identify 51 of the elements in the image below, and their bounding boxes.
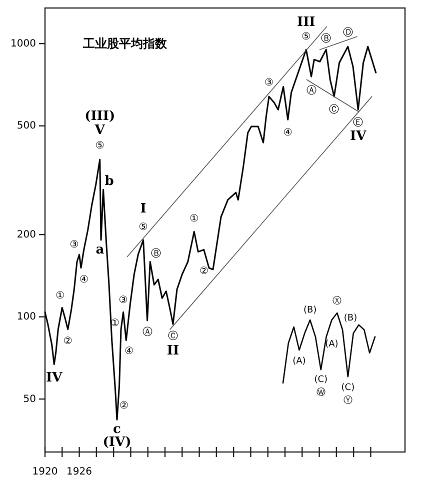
annotation: Ⓨ xyxy=(343,395,352,406)
annotation: a xyxy=(96,242,105,258)
annotation: II xyxy=(166,344,180,359)
y-tick-label: 1000 xyxy=(10,38,36,50)
annotation: Ⓐ xyxy=(142,326,152,338)
annotation: (A) xyxy=(292,356,306,367)
annotation: ⑤ xyxy=(138,222,148,233)
annotation: ② xyxy=(120,400,129,412)
annotation: ① xyxy=(110,318,120,330)
annotation: ③ xyxy=(70,239,79,250)
annotation: (C) xyxy=(341,383,355,394)
annotation: Ⓦ xyxy=(316,387,326,398)
annotation: V xyxy=(94,123,106,138)
annotation: I xyxy=(140,201,146,216)
annotation: ⑤ xyxy=(302,31,311,42)
annotation: (B) xyxy=(303,305,317,316)
annotation: ② xyxy=(200,266,209,278)
annotation: (III) xyxy=(84,109,116,124)
annotation: ⑤ xyxy=(95,140,104,152)
annotation: Ⓓ xyxy=(342,26,353,38)
annotation: ④ xyxy=(80,274,89,286)
x-tick-label: 1920 xyxy=(32,466,58,478)
annotation: Ⓑ xyxy=(321,32,332,44)
annotation: ① xyxy=(56,290,65,302)
annotation: ④ xyxy=(124,346,134,358)
annotation: c xyxy=(113,422,122,438)
x-tick-label: 1926 xyxy=(66,466,92,478)
y-tick-label: 50 xyxy=(23,394,36,405)
annotation: (C) xyxy=(314,375,328,386)
annotation: (B) xyxy=(344,313,358,324)
annotation: IV xyxy=(350,129,368,144)
annotation: ② xyxy=(63,336,72,348)
annotation: Ⓐ xyxy=(306,84,316,96)
annotation: (A) xyxy=(325,339,338,350)
annotation: ① xyxy=(190,213,199,224)
annotation: Ⓔ xyxy=(353,116,364,128)
annotation: IV xyxy=(46,370,64,386)
annotation: ③ xyxy=(264,77,274,88)
annotation: b xyxy=(104,174,114,190)
annotation: Ⓧ xyxy=(332,295,342,306)
annotation: Ⓒ xyxy=(329,103,340,116)
annotation: Ⓑ xyxy=(151,248,162,260)
y-tick-label: 100 xyxy=(16,312,36,323)
annotation: ④ xyxy=(283,127,292,138)
annotation: (IV) xyxy=(102,435,132,450)
text: 工业股平均指数 xyxy=(82,36,168,50)
annotation: ③ xyxy=(118,294,128,306)
y-tick-label: 200 xyxy=(16,229,36,240)
annotation: Ⓒ xyxy=(168,330,178,342)
y-tick-label: 500 xyxy=(16,120,36,132)
annotation: III xyxy=(297,14,316,30)
